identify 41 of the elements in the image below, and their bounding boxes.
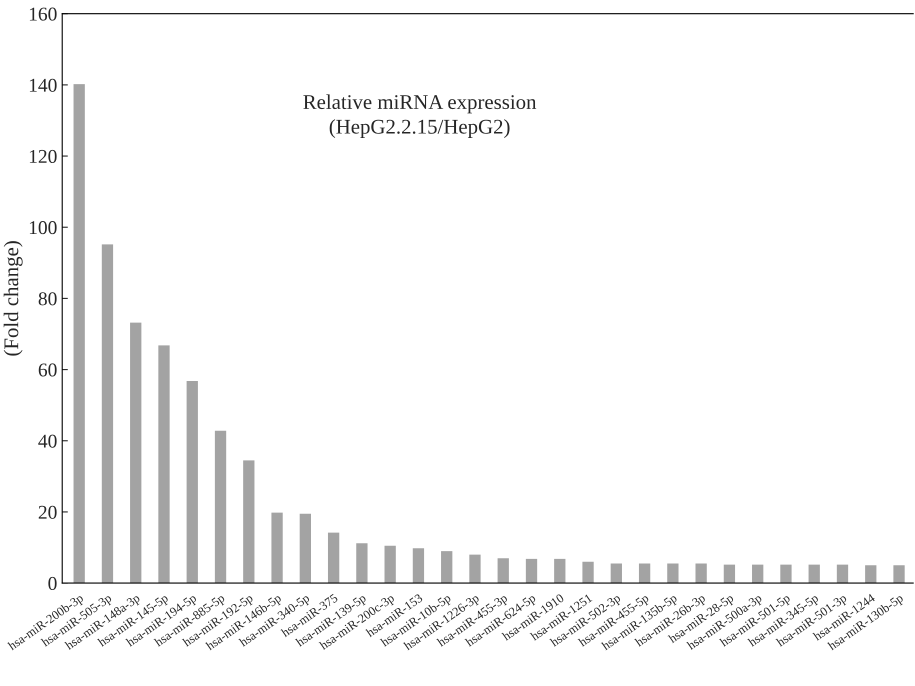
bar xyxy=(469,554,481,584)
bar xyxy=(610,564,622,584)
bar xyxy=(808,564,820,584)
y-tick-label: 80 xyxy=(38,292,57,306)
bar xyxy=(441,551,452,584)
bar xyxy=(498,558,509,584)
bar xyxy=(412,548,424,584)
y-tick-label: 0 xyxy=(48,576,57,590)
bar xyxy=(130,322,142,584)
bar xyxy=(780,564,792,584)
y-tick-label: 100 xyxy=(30,221,57,234)
bar xyxy=(526,558,538,584)
bar xyxy=(667,564,679,584)
bar xyxy=(102,244,114,584)
bar xyxy=(865,565,876,584)
bar xyxy=(74,84,85,584)
bar xyxy=(554,558,566,584)
y-tick-label: 140 xyxy=(30,78,57,92)
bar xyxy=(356,543,368,584)
bar xyxy=(158,345,170,584)
bar xyxy=(214,430,226,584)
y-axis-title: (Fold change) xyxy=(4,241,23,356)
y-tick-label: 20 xyxy=(38,506,57,519)
bar xyxy=(582,562,594,584)
bar xyxy=(752,564,764,584)
y-tick-label: 160 xyxy=(30,8,57,21)
bar xyxy=(328,532,340,584)
y-tick-label: 40 xyxy=(38,434,57,448)
y-tick-label: 120 xyxy=(30,150,57,164)
bar xyxy=(893,565,905,584)
y-tick-label: 60 xyxy=(38,363,57,377)
bar xyxy=(724,564,736,584)
bar xyxy=(186,380,198,584)
bar xyxy=(243,460,254,584)
bar xyxy=(638,564,650,584)
bar xyxy=(300,514,312,584)
bar xyxy=(271,512,283,584)
bar xyxy=(695,564,707,584)
bar xyxy=(384,546,396,584)
bar xyxy=(836,564,848,584)
annotation: Relative miRNA expression (HepG2.2.15/HepG2) xyxy=(303,94,536,138)
